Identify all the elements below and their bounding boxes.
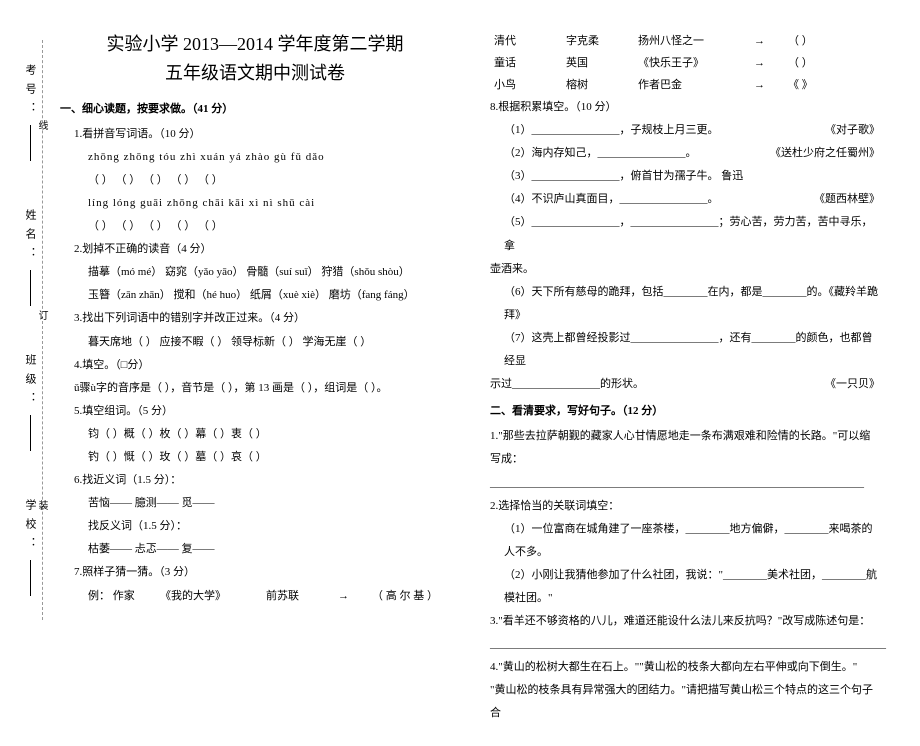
arrow-icon: → (754, 74, 772, 96)
q7-c2: 《我的大学》 (160, 585, 250, 607)
r1c: 扬州八怪之一 (638, 30, 738, 52)
exam-title: 实验小学 2013—2014 学年度第二学期 五年级语文期中测试卷 (60, 30, 450, 88)
q8-4: （4）不识庐山真面目，________________。 《题西林壁》 (504, 188, 880, 211)
r2b: 英国 (566, 52, 622, 74)
q7-c1: 例： 作家 (88, 585, 144, 607)
r2c: 《快乐王子》 (638, 52, 738, 74)
q8-7b: 示过________________的形状。 《一只贝》 (490, 373, 880, 396)
underline (30, 560, 31, 596)
q8-7b-text: 示过________________的形状。 (490, 378, 644, 390)
q6: 6.找近义词（1.5 分）： (74, 469, 450, 492)
q5: 5.填空组词。（5 分） (74, 400, 450, 423)
q6b-line1: 枯萎—— 忐忑—— 复—— (88, 538, 450, 561)
title-line1: 实验小学 2013—2014 学年度第二学期 (60, 30, 450, 59)
q7-c4: （ 高 尔 基 ） (372, 585, 438, 607)
label-name: 姓名： (22, 209, 38, 306)
q2-line2: 玉簪（zān zhān） 搅和（hé huo） 纸屑（xuè xiè） 磨坊（f… (88, 284, 450, 307)
q8-3: （3）________________，俯首甘为孺子牛。 鲁迅 (504, 165, 880, 188)
label-number: 考号： (22, 64, 38, 161)
q6-line1: 苦恼—— 臆测—— 觅—— (88, 492, 450, 515)
underline (30, 125, 31, 161)
q3: 3.找出下列词语中的错别字并改正过来。（4 分） (74, 307, 450, 330)
q7-rows: 清代 字克柔 扬州八怪之一 → （ ） 童话 英国 《快乐王子》 → （ ） 小… (494, 30, 880, 96)
q3-line1: 暮天席地（ ） 应接不睱（ ） 领导标新（ ） 学海无崖（ ） (88, 331, 450, 354)
s2-q3: 3."看羊还不够资格的八儿，难道还能设什么法儿来反抗吗？"改写成陈述句是： (490, 610, 880, 633)
page-content: 实验小学 2013—2014 学年度第二学期 五年级语文期中测试卷 一、细心读题… (0, 0, 920, 746)
s2-q1b: 写成：_____________________________________… (490, 448, 880, 494)
r3a: 小鸟 (494, 74, 550, 96)
q8-1-text: （1）________________，子规枝上月三更。 (504, 124, 719, 136)
q8-2: （2）海内存知己，________________。 《送杜少府之任蜀州》 (504, 142, 880, 165)
q1-pinyin1: zhōng zhōng tóu zhì xuán yá zhào gù fǔ d… (88, 146, 450, 169)
q8-2-src: 《送杜少府之任蜀州》 (770, 142, 880, 165)
s2-q1: 1."那些去拉萨朝觐的藏家人心甘情愿地走一条布满艰难和险情的长路。"可以缩 (490, 425, 880, 448)
r3c: 作者巴金 (638, 74, 738, 96)
q8-2-text: （2）海内存知己，________________。 (504, 147, 697, 159)
underline (30, 415, 31, 451)
r2e: （ ） (788, 52, 813, 74)
q5-line1: 钧（ ）概（ ）枚（ ）幕（ ）衷（ ） (88, 423, 450, 446)
q8-4-text: （4）不识庐山真面目，________________。 (504, 193, 719, 205)
r2a: 童话 (494, 52, 550, 74)
q8-1-src: 《对子歌》 (825, 119, 880, 142)
section1-header: 一、细心读题，按要求做。（41 分） (60, 98, 450, 121)
r1e: （ ） (788, 30, 813, 52)
q4-line1: ǔ骤ù字的音序是（ ），音节是（ ），第 13 画是（ ），组词是（ ）。 (74, 377, 450, 400)
q1-paren1: （ ） （ ） （ ） （ ） （ ） (88, 169, 450, 192)
section2-header: 二、看清要求，写好句子。（12 分） (490, 400, 880, 423)
q8-6: （6）天下所有慈母的跪拜，包括________在内，都是________的。《藏… (504, 281, 880, 327)
q2-line1: 描摹（mó mé） 窈窕（yǎo yāo） 骨髓（suí suǐ） 狩猎（shǒ… (88, 261, 450, 284)
title-line2: 五年级语文期中测试卷 (60, 59, 450, 88)
s2-q4b: "黄山松的枝条具有异常强大的团结力。"请把描写黄山松三个特点的这三个句子合 (490, 679, 880, 725)
q2: 2.划掉不正确的读音（4 分） (74, 238, 450, 261)
s2-q2-2: （2）小刚让我猜他参加了什么社团，我说："________美术社团，______… (504, 564, 880, 610)
q7-c3: 前苏联 (266, 585, 322, 607)
q7-example-row: 例： 作家 《我的大学》 前苏联 → （ 高 尔 基 ） (88, 585, 450, 607)
q8-7-src: 《一只贝》 (825, 373, 880, 396)
mark-ding: 订 (34, 310, 49, 320)
q8-1: （1）________________，子规枝上月三更。 《对子歌》 (504, 119, 880, 142)
q1: 1.看拼音写词语。（10 分） (74, 123, 450, 146)
arrow-icon: → (754, 30, 772, 52)
label-school: 学校： (22, 499, 38, 596)
label-name-text: 姓名： (22, 209, 38, 266)
arrow-icon: → (754, 52, 772, 74)
s2-q2-1: （1）一位富商在城角建了一座茶楼，________地方偏僻，________来喝… (504, 518, 880, 564)
q7: 7.照样子猜一猜。（3 分） (74, 561, 450, 584)
s2-q2: 2.选择恰当的关联词填空： (490, 495, 880, 518)
r1a: 清代 (494, 30, 550, 52)
r3b: 榕树 (566, 74, 622, 96)
mark-zhuang: 装 (34, 500, 49, 510)
column-left: 实验小学 2013—2014 学年度第二学期 五年级语文期中测试卷 一、细心读题… (60, 30, 450, 726)
r1b: 字克柔 (566, 30, 622, 52)
q8-7: （7）这壳上都曾经投影过________________，还有________的… (504, 327, 880, 373)
q6b: 找反义词（1.5 分）： (88, 515, 450, 538)
arrow-icon: → (338, 585, 356, 607)
q8-4-src: 《题西林壁》 (814, 188, 880, 211)
column-right: 清代 字克柔 扬州八怪之一 → （ ） 童话 英国 《快乐王子》 → （ ） 小… (490, 30, 880, 726)
q1-pinyin2: líng lóng guāi zhōng chāi kāi xì nì shū … (88, 192, 450, 215)
q4: 4.填空。（□分） (74, 354, 450, 377)
q5-line2: 钓（ ）慨（ ）玫（ ）墓（ ）哀（ ） (88, 446, 450, 469)
s2-q3b: ________________________________________… (490, 633, 880, 656)
q8-5b: 壶酒来。 (490, 258, 880, 281)
q8: 8.根据积累填空。（10 分） (490, 96, 880, 119)
label-number-text: 考号： (22, 64, 38, 121)
underline (30, 270, 31, 306)
q1-paren2: （ ） （ ） （ ） （ ） （ ） (88, 215, 450, 238)
q8-5: （5）________________，________________；劳心苦… (504, 211, 880, 257)
s2-q4: 4."黄山的松树大都生在石上。""黄山松的枝条大都向左右平伸或向下倒生。" (490, 656, 880, 679)
r3e: 《 》 (788, 74, 813, 96)
label-class: 班级： (22, 354, 38, 451)
mark-xian: 线 (34, 120, 49, 130)
label-class-text: 班级： (22, 354, 38, 411)
